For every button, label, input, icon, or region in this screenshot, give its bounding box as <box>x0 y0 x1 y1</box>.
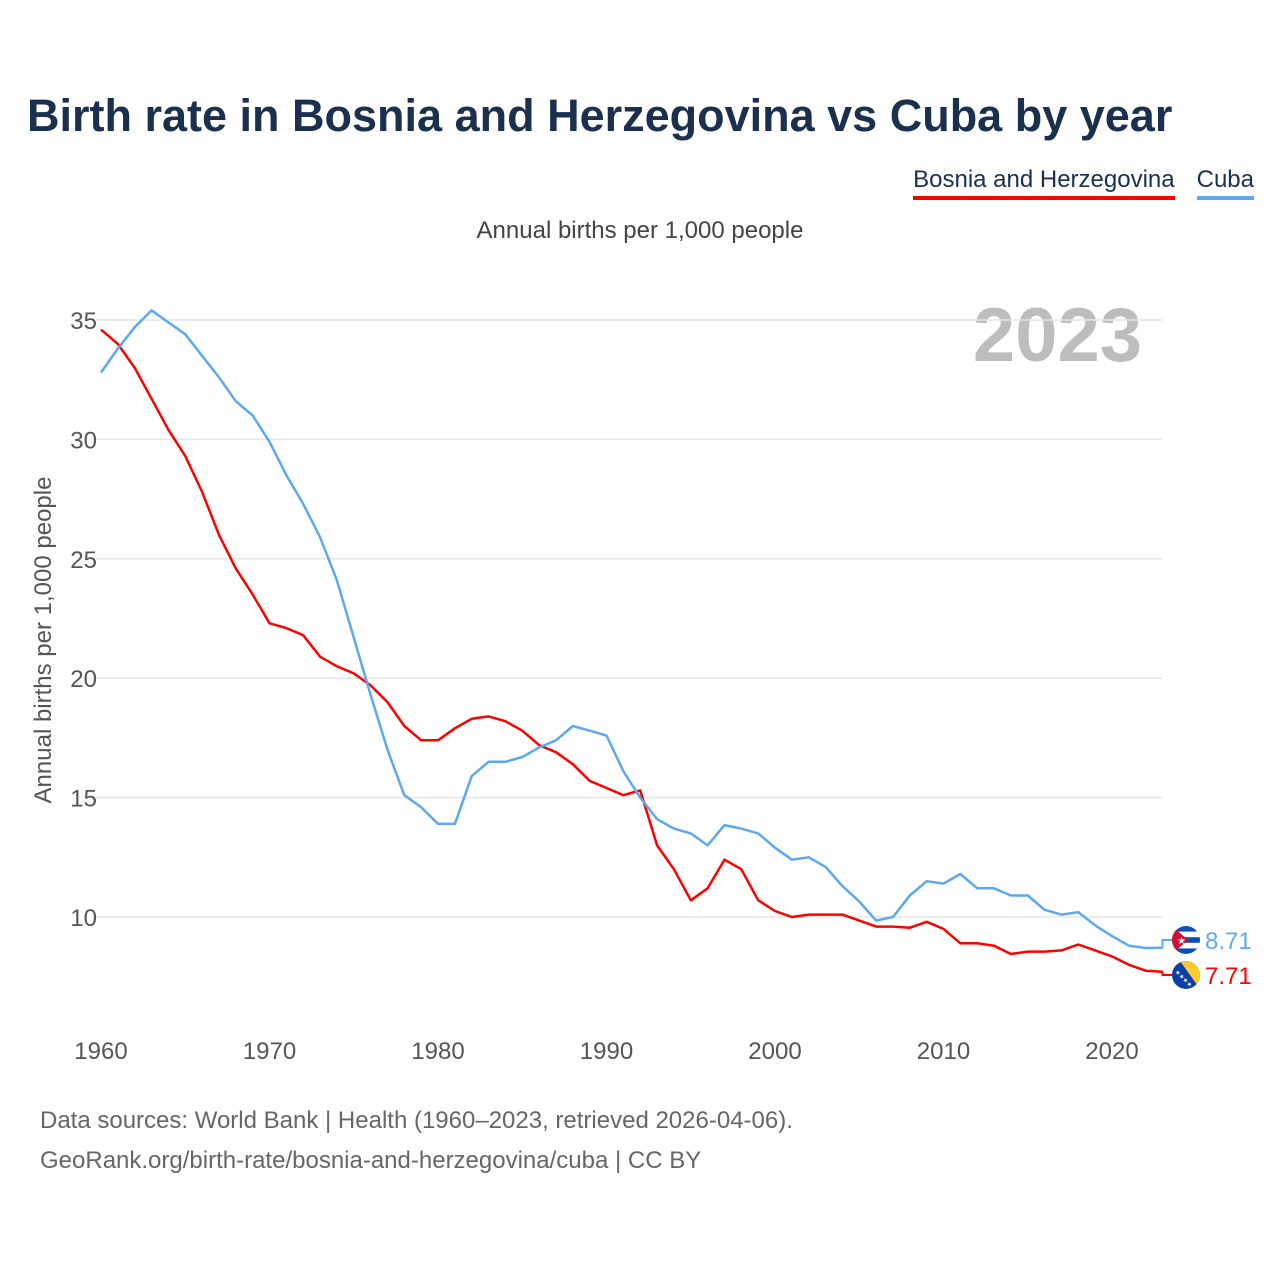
end-connector <box>1161 939 1172 948</box>
x-tick-label: 2020 <box>1085 1038 1138 1065</box>
y-tick-label: 25 <box>70 547 97 574</box>
end-value-label: 7.71 <box>1205 963 1252 990</box>
x-tick-label: 1970 <box>243 1038 296 1065</box>
y-tick-label: 15 <box>70 786 97 813</box>
footer-source: Data sources: World Bank | Health (1960–… <box>40 1107 793 1134</box>
series-line-bosnia <box>100 328 1163 973</box>
year-watermark: 2023 <box>972 293 1142 378</box>
x-tick-label: 1990 <box>580 1038 633 1065</box>
y-tick-label: 10 <box>70 905 97 932</box>
end-connector <box>1161 971 1172 976</box>
chart-subtitle: Annual births per 1,000 people <box>476 217 804 244</box>
x-tick-label: 2010 <box>917 1038 970 1065</box>
x-tick-label: 1960 <box>74 1038 127 1065</box>
footer-link[interactable]: GeoRank.org/birth-rate/bosnia-and-herzeg… <box>40 1147 702 1174</box>
x-tick-label: 2000 <box>748 1038 801 1065</box>
y-axis-title: Annual births per 1,000 people <box>30 477 57 804</box>
chart-title: Birth rate in Bosnia and Herzegovina vs … <box>27 90 1173 141</box>
legend-item-cuba[interactable]: Cuba <box>1196 166 1254 200</box>
y-tick-label: 30 <box>70 427 97 454</box>
series-line-cuba <box>99 309 1163 950</box>
y-tick-label: 20 <box>70 666 97 693</box>
cuba-flag-icon: ★ <box>1172 926 1200 954</box>
end-value-label: 8.71 <box>1205 928 1252 955</box>
legend-item-bosnia[interactable]: Bosnia and Herzegovina <box>913 166 1175 200</box>
y-tick-label: 35 <box>70 308 97 335</box>
x-tick-label: 1980 <box>411 1038 464 1065</box>
legend: Bosnia and Herzegovina Cuba <box>913 166 1254 200</box>
svg-text:★: ★ <box>1177 936 1186 947</box>
bosnia-flag-icon: ★★★★ <box>1172 961 1200 989</box>
